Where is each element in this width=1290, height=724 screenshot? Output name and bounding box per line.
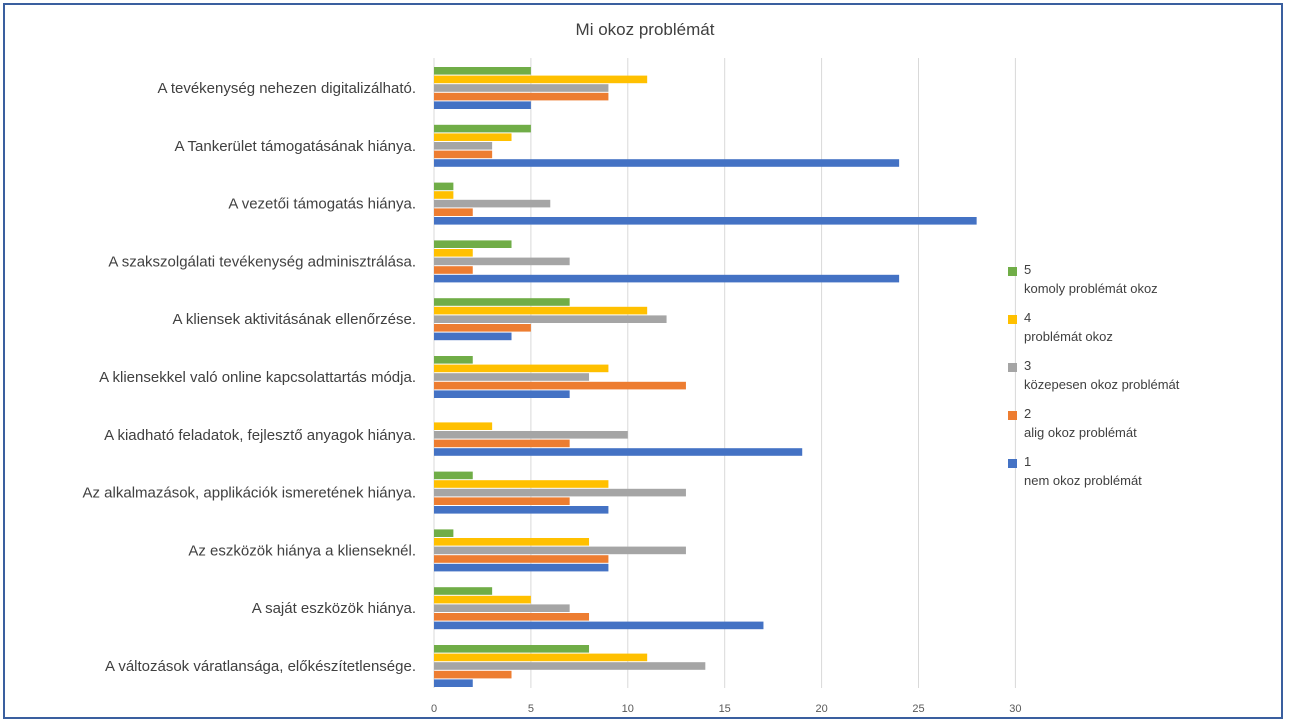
category-label: A szakszolgálati tevékenység adminisztrá… [108,253,416,270]
bar-series-3-cat-4 [434,315,667,323]
gridlines [433,58,1016,688]
bar-series-4-cat-1 [434,133,512,141]
bar-series-3-cat-7 [434,488,686,497]
category-label: A Tankerület támogatásának hiánya. [174,138,416,155]
category-label: A saját eszközök hiánya. [252,600,416,617]
bar-series-2-cat-6 [434,439,570,448]
legend-number: 5 [1024,262,1032,277]
bar-series-3-cat-2 [434,199,551,208]
bar-series-3-cat-8 [434,546,686,555]
bar-series-2-cat-9 [434,613,590,621]
bar-series-1-cat-0 [434,101,531,109]
bar-series-2-cat-1 [434,150,493,159]
legend-number: 4 [1024,310,1032,325]
x-tick-label: 20 [815,703,827,715]
bar-series-1-cat-1 [434,159,900,167]
bar-series-1-cat-9 [434,621,764,630]
category-label: A kiadható feladatok, fejlesztő anyagok … [104,427,416,444]
bar-series-2-cat-3 [434,266,473,274]
bar-series-4-cat-7 [434,480,609,488]
bar-series-5-cat-1 [434,124,531,133]
bar-series-1-cat-5 [434,390,570,398]
chart-title: Mi okoz problémát [575,20,715,39]
x-tick-label: 10 [622,703,634,715]
bar-series-3-cat-1 [434,142,493,150]
bar-series-2-cat-8 [434,555,609,563]
bar-series-1-cat-2 [434,217,977,225]
bar-series-4-cat-10 [434,653,648,662]
bar-series-2-cat-7 [434,497,570,505]
bar-series-3-cat-9 [434,604,570,612]
bar-series-4-cat-2 [434,191,454,199]
bars [434,67,977,687]
legend-label: alig okoz problémát [1024,425,1137,440]
legend-number: 1 [1024,454,1032,469]
bar-series-4-cat-4 [434,306,648,315]
category-label: Az eszközök hiánya a klienseknél. [188,542,416,559]
bar-series-3-cat-10 [434,662,706,670]
bar-series-5-cat-4 [434,298,570,306]
bar-series-5-cat-5 [434,356,473,364]
legend-label: komoly problémát okoz [1024,281,1158,296]
legend-swatch [1008,411,1017,420]
bar-series-4-cat-5 [434,364,609,373]
bar-series-1-cat-8 [434,563,609,572]
bar-series-5-cat-8 [434,529,454,537]
x-tick-label: 30 [1009,703,1021,715]
bar-series-5-cat-2 [434,182,454,191]
category-label: A vezetői támogatás hiánya. [228,196,416,213]
legend-number: 2 [1024,406,1032,421]
category-label: A tevékenység nehezen digitalizálható. [157,80,416,97]
x-tick-label: 0 [431,703,437,715]
chart-frame [3,3,1283,719]
bar-series-4-cat-0 [434,75,648,84]
legend-swatch [1008,459,1017,468]
legend-number: 3 [1024,358,1032,373]
bar-series-4-cat-6 [434,422,493,430]
legend-label: problémát okoz [1024,329,1113,344]
category-labels: A tevékenység nehezen digitalizálható. A … [83,80,417,675]
bar-series-2-cat-5 [434,381,686,390]
bar-series-5-cat-10 [434,645,590,653]
x-tick-labels: 0 5 10 15 20 25 30 [431,703,1022,715]
bar-series-5-cat-9 [434,587,493,595]
legend-label: nem okoz problémát [1024,473,1142,488]
category-label: A kliensekkel való online kapcsolattartá… [99,369,416,386]
category-label: A kliensek aktivitásának ellenőrzése. [173,311,416,328]
category-label: A változások váratlansága, előkészítetle… [105,658,416,675]
bar-series-4-cat-3 [434,249,473,257]
bar-series-3-cat-5 [434,373,590,381]
bar-series-3-cat-3 [434,257,570,266]
bar-series-1-cat-3 [434,274,900,283]
bar-series-5-cat-7 [434,471,473,480]
bar-series-1-cat-7 [434,506,609,514]
legend-label: közepesen okoz problémát [1024,377,1180,392]
bar-series-2-cat-10 [434,670,512,679]
x-tick-label: 15 [719,703,731,715]
bar-series-1-cat-4 [434,332,512,341]
bar-series-4-cat-8 [434,538,590,546]
bar-series-3-cat-6 [434,431,628,439]
legend-swatch [1008,315,1017,324]
bar-series-5-cat-3 [434,240,512,248]
bar-series-1-cat-10 [434,679,473,687]
bar-series-1-cat-6 [434,448,803,456]
legend-swatch [1008,363,1017,372]
bar-series-3-cat-0 [434,84,609,92]
x-tick-label: 5 [528,703,534,715]
bar-series-2-cat-0 [434,92,609,101]
legend-swatch [1008,267,1017,276]
bar-series-2-cat-2 [434,208,473,216]
bar-series-5-cat-0 [434,67,531,75]
bar-series-4-cat-9 [434,595,531,604]
x-tick-label: 25 [912,703,924,715]
category-label: Az alkalmazások, applikációk ismeretének… [83,485,417,502]
bar-series-2-cat-4 [434,324,531,332]
